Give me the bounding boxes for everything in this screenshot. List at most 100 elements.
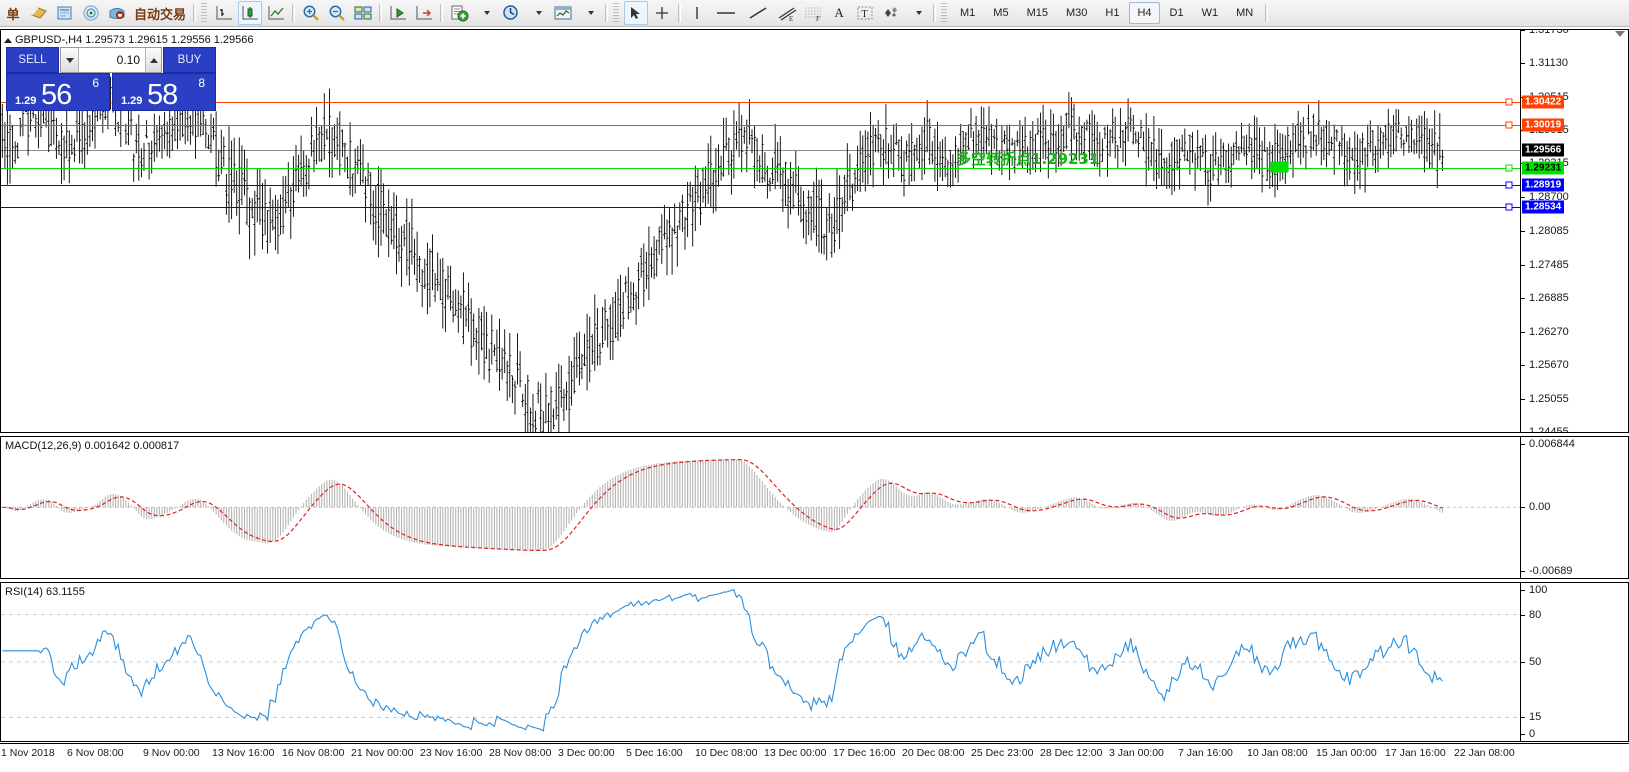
equidistant-channel-icon[interactable]: E xyxy=(775,1,799,25)
price-level-line[interactable] xyxy=(1,124,1521,126)
sell-button[interactable]: SELL xyxy=(6,47,59,73)
price-level-handle[interactable] xyxy=(1505,164,1513,172)
autotrading-label[interactable]: 自动交易 xyxy=(134,7,187,23)
timeframe-m5[interactable]: M5 xyxy=(993,7,1009,19)
market-icon[interactable] xyxy=(105,1,129,25)
vertical-line-icon[interactable] xyxy=(685,1,709,25)
toolbar-grip-2[interactable] xyxy=(613,3,620,23)
timeframe-m15[interactable]: M15 xyxy=(1026,7,1048,19)
buy-price-box[interactable]: 1.29 58 8 xyxy=(112,73,216,111)
metaeditor-icon[interactable] xyxy=(27,1,51,25)
price-level-tag[interactable]: 1.29566 xyxy=(1522,143,1565,157)
trendline-icon[interactable] xyxy=(743,1,773,25)
shapes-icon[interactable] xyxy=(879,1,903,25)
price-level-handle[interactable] xyxy=(1505,121,1513,128)
time-axis-label: 20 Dec 08:00 xyxy=(902,747,965,759)
collapse-panel-icon[interactable] xyxy=(1615,31,1625,37)
price-level-line[interactable] xyxy=(1,149,1521,151)
timeframe-mn[interactable]: MN xyxy=(1236,7,1254,19)
timeframe-m1[interactable]: M1 xyxy=(960,7,976,19)
timeframe-h4[interactable]: H4 xyxy=(1129,2,1160,24)
text-label-icon[interactable]: T xyxy=(853,1,877,25)
rsi-label: RSI(14) 63.1155 xyxy=(5,586,85,598)
bar-chart-icon[interactable] xyxy=(212,1,236,25)
text-icon[interactable]: A xyxy=(827,1,851,25)
horizontal-line-icon[interactable] xyxy=(711,1,741,25)
macd-plot[interactable] xyxy=(1,437,1521,578)
one-click-trading-panel[interactable]: SELL 0.10 BUY 1.29 56 6 1.29 58 8 xyxy=(6,47,216,111)
price-level-tag[interactable]: 1.30019 xyxy=(1522,118,1565,131)
price-level-tag[interactable]: 1.29231 xyxy=(1522,161,1565,175)
chevron-down-icon-2[interactable] xyxy=(525,1,549,25)
toolbar-separator-4 xyxy=(440,4,444,22)
signals-icon[interactable] xyxy=(79,1,103,25)
price-axis-tick: 1.24455 xyxy=(1521,426,1569,432)
time-axis-label: 13 Nov 16:00 xyxy=(212,747,275,759)
time-axis-label: 13 Dec 00:00 xyxy=(764,747,827,759)
navigator-icon[interactable] xyxy=(53,1,77,25)
price-level-tag[interactable]: 1.28534 xyxy=(1522,200,1565,214)
macd-axis-tick: 0.00 xyxy=(1521,501,1550,513)
oct-price-row: 1.29 56 6 1.29 58 8 xyxy=(6,73,216,111)
price-level-tag[interactable]: 1.30422 xyxy=(1522,95,1565,109)
price-level-handle[interactable] xyxy=(1505,98,1513,106)
time-axis-label: 7 Jan 16:00 xyxy=(1178,747,1233,759)
sell-price-box[interactable]: 1.29 56 6 xyxy=(6,73,110,111)
auto-scroll-icon[interactable] xyxy=(386,1,410,25)
macd-label: MACD(12,26,9) 0.001642 0.000817 xyxy=(5,440,180,452)
toolbar-grip[interactable] xyxy=(201,3,208,23)
line-chart-icon[interactable] xyxy=(264,1,288,25)
buy-button[interactable]: BUY xyxy=(163,47,216,73)
time-axis-label: 10 Jan 08:00 xyxy=(1247,747,1308,759)
price-level-handle[interactable] xyxy=(1505,203,1513,211)
chevron-down-icon[interactable] xyxy=(473,1,497,25)
volume-value[interactable]: 0.10 xyxy=(79,48,145,72)
oct-top-row: SELL 0.10 BUY xyxy=(6,47,216,73)
text-glyph: A xyxy=(834,5,844,20)
price-level-line[interactable] xyxy=(1,206,1521,208)
fibonacci-icon[interactable]: F xyxy=(801,1,825,25)
rsi-plot[interactable] xyxy=(1,583,1521,741)
volume-stepper[interactable]: 0.10 xyxy=(60,47,162,73)
price-level-line[interactable] xyxy=(1,168,1521,170)
price-level-line[interactable] xyxy=(1,185,1521,187)
period-icon[interactable] xyxy=(499,1,523,25)
macd-pane[interactable]: MACD(12,26,9) 0.001642 0.000817 0.006844… xyxy=(0,436,1629,579)
rsi-axis-tick: 0 xyxy=(1521,728,1535,740)
toolbar-separator-7 xyxy=(933,4,937,22)
candlestick-chart-icon[interactable] xyxy=(238,1,263,25)
chevron-down-icon-4[interactable] xyxy=(905,1,929,25)
chart-area[interactable]: GBPUSD-,H4 1.29573 1.29615 1.29556 1.295… xyxy=(0,27,1629,772)
zoom-out-icon[interactable] xyxy=(325,1,349,25)
symbol-expand-icon[interactable] xyxy=(4,38,12,43)
rsi-axis-tick: 100 xyxy=(1521,584,1547,596)
volume-increment-icon[interactable] xyxy=(145,48,161,72)
timeframe-m30[interactable]: M30 xyxy=(1065,7,1088,19)
zoom-in-icon[interactable] xyxy=(299,1,323,25)
timeframe-w1[interactable]: W1 xyxy=(1201,7,1219,19)
main-toolbar: 单 自动交易 xyxy=(0,0,1629,27)
price-pane[interactable]: GBPUSD-,H4 1.29573 1.29615 1.29556 1.295… xyxy=(0,29,1629,433)
timeframe-d1[interactable]: D1 xyxy=(1169,7,1184,19)
price-plot[interactable]: 多空转折点1.29231 xyxy=(1,30,1521,432)
templates-icon[interactable] xyxy=(551,1,575,25)
rsi-pane[interactable]: RSI(14) 63.1155 100 80 50 15 0 xyxy=(0,582,1629,742)
buy-price-sup: 8 xyxy=(198,76,205,90)
toolbar-grip-3[interactable] xyxy=(941,3,948,23)
macd-axis: 0.006844 0.00 -0.00689 xyxy=(1520,437,1628,578)
toolbar-separator-6 xyxy=(678,4,682,22)
chevron-down-icon-3[interactable] xyxy=(577,1,601,25)
timeframe-h1[interactable]: H1 xyxy=(1105,7,1120,19)
new-order-icon[interactable]: 单 xyxy=(1,1,25,25)
add-indicator-icon[interactable] xyxy=(447,1,471,25)
chart-shift-icon[interactable] xyxy=(412,1,436,25)
volume-dropdown-icon[interactable] xyxy=(61,48,79,72)
crosshair-icon[interactable] xyxy=(650,1,674,25)
price-axis[interactable]: 1.317301.311301.305151.299151.293151.287… xyxy=(1520,30,1628,432)
price-candles-svg xyxy=(1,68,1444,432)
cursor-icon[interactable] xyxy=(624,1,649,25)
price-level-handle[interactable] xyxy=(1505,181,1513,189)
price-level-line[interactable] xyxy=(1,102,1521,104)
tile-windows-icon[interactable] xyxy=(351,1,375,25)
price-level-tag[interactable]: 1.28919 xyxy=(1522,178,1565,192)
